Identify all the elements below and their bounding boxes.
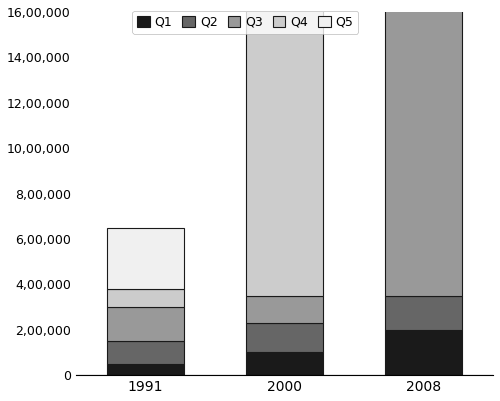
Bar xyxy=(385,296,462,330)
Bar xyxy=(107,307,184,341)
Bar xyxy=(246,323,322,352)
Bar xyxy=(107,228,184,289)
Bar xyxy=(385,0,462,296)
Bar xyxy=(107,289,184,307)
Legend: Q1, Q2, Q3, Q4, Q5: Q1, Q2, Q3, Q4, Q5 xyxy=(132,11,358,34)
Bar xyxy=(107,341,184,364)
Bar xyxy=(385,330,462,375)
Bar xyxy=(246,0,322,296)
Bar xyxy=(246,296,322,323)
Bar xyxy=(107,364,184,375)
Bar xyxy=(246,352,322,375)
